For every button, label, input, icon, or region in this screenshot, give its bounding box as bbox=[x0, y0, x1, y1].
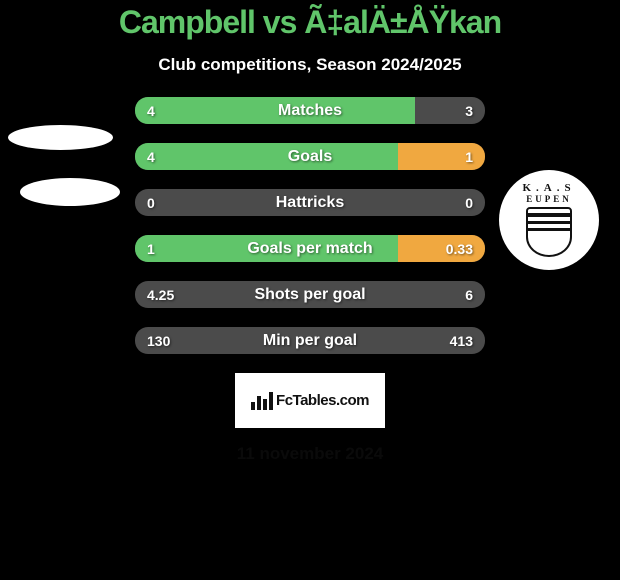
stat-value-left: 4.25 bbox=[147, 281, 174, 308]
stat-row: Min per goal130 413 bbox=[135, 327, 485, 354]
team-right-logo-top: K.A.S bbox=[522, 183, 575, 194]
stat-row: Goals4 1 bbox=[135, 143, 485, 170]
stat-value-left: 4 bbox=[147, 143, 155, 170]
stat-label: Goals bbox=[135, 143, 485, 170]
stat-value-left: 0 bbox=[147, 189, 155, 216]
stat-row: Shots per goal4.25 6 bbox=[135, 281, 485, 308]
stat-value-right: 1 bbox=[465, 143, 473, 170]
fctables-logo: FcTables.com bbox=[251, 392, 369, 410]
stat-value-left: 130 bbox=[147, 327, 170, 354]
fctables-logo-box: FcTables.com bbox=[235, 373, 385, 428]
stat-value-left: 1 bbox=[147, 235, 155, 262]
crest-icon bbox=[526, 207, 572, 257]
stats-list: Matches43Goals41Hattricks00Goals per mat… bbox=[135, 97, 485, 354]
stat-label: Goals per match bbox=[135, 235, 485, 262]
stat-label: Matches bbox=[135, 97, 485, 124]
page-subtitle: Club competitions, Season 2024/2025 bbox=[0, 41, 620, 75]
bars-icon bbox=[251, 392, 273, 410]
stat-value-right: 0.33 bbox=[446, 235, 473, 262]
stat-label: Shots per goal bbox=[135, 281, 485, 308]
team-right-logo: K.A.S EUPEN bbox=[499, 170, 599, 270]
stat-row: Goals per match1 0.33 bbox=[135, 235, 485, 262]
stat-value-right: 3 bbox=[465, 97, 473, 124]
team-right-logo-bot: EUPEN bbox=[526, 195, 572, 204]
team-left-shape-2 bbox=[20, 178, 120, 206]
comparison-card: Campbell vs Ã‡alÄ±ÅŸkan Club competition… bbox=[0, 0, 620, 580]
stat-row: Hattricks0 0 bbox=[135, 189, 485, 216]
stat-row: Matches4 3 bbox=[135, 97, 485, 124]
stat-label: Hattricks bbox=[135, 189, 485, 216]
stat-value-right: 0 bbox=[465, 189, 473, 216]
stat-label: Min per goal bbox=[135, 327, 485, 354]
stat-value-left: 4 bbox=[147, 97, 155, 124]
team-left-shape-1 bbox=[8, 125, 113, 150]
page-title: Campbell vs Ã‡alÄ±ÅŸkan bbox=[0, 0, 620, 41]
stat-value-right: 413 bbox=[450, 327, 473, 354]
date: 11 november 2024 bbox=[0, 428, 620, 464]
stat-value-right: 6 bbox=[465, 281, 473, 308]
fctables-text: FcTables.com bbox=[276, 392, 369, 409]
